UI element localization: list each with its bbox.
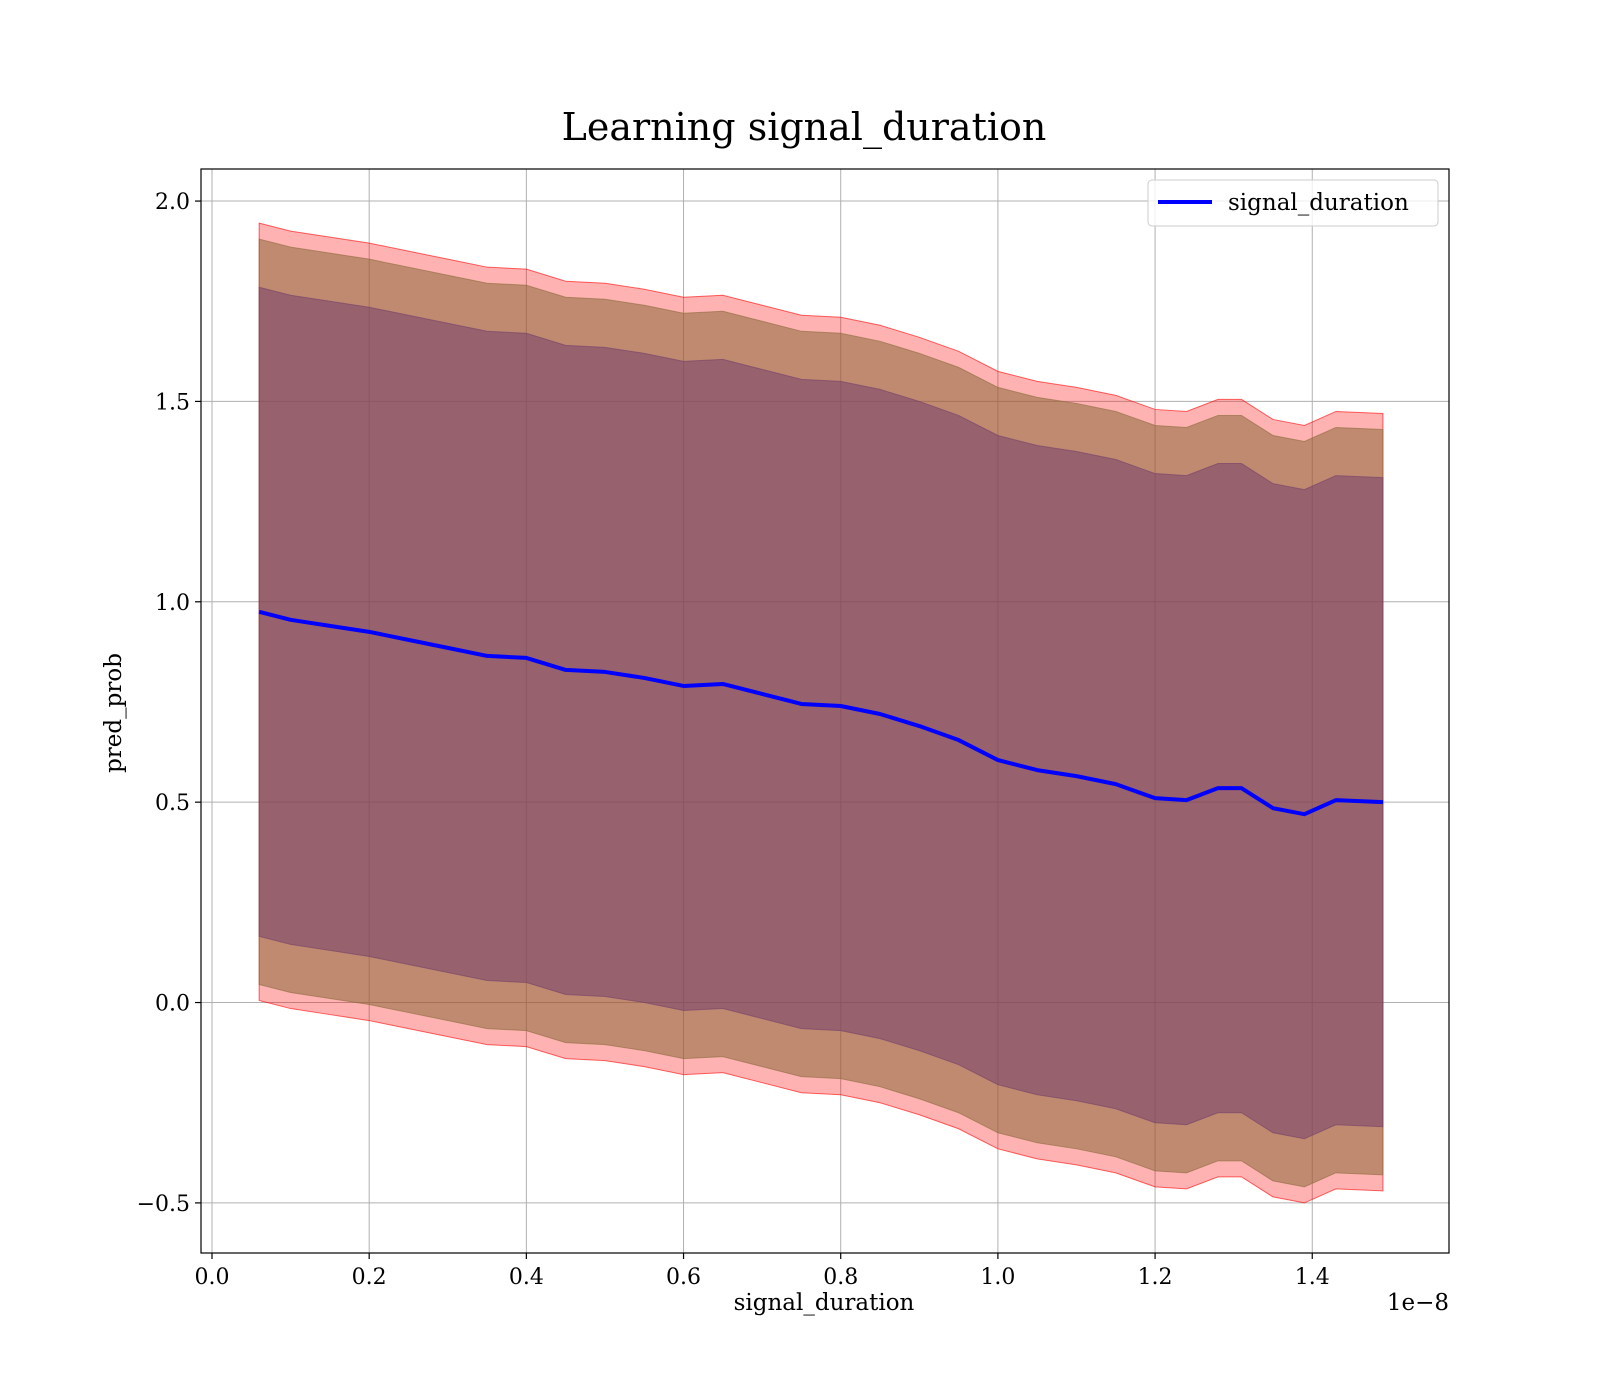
series-lines bbox=[258, 609, 1384, 817]
y-tick-label: 2.0 bbox=[155, 190, 190, 215]
confidence-band-2 bbox=[258, 286, 1384, 1140]
y-axis-label: pred_prob bbox=[101, 653, 127, 773]
x-tick-label: 0.4 bbox=[509, 1265, 544, 1290]
x-tick-label: 0.0 bbox=[195, 1265, 230, 1290]
series-line-signal_duration bbox=[258, 609, 1384, 817]
confidence-bands bbox=[258, 222, 1384, 1204]
x-tick-label: 0.6 bbox=[666, 1265, 701, 1290]
x-tick-label: 0.8 bbox=[823, 1265, 858, 1290]
y-tick-label: −0.5 bbox=[137, 1192, 190, 1217]
legend-box bbox=[1147, 179, 1439, 227]
x-tick-label: 1.2 bbox=[1138, 1265, 1173, 1290]
y-axis-ticks: −0.5 0.0 0.5 1.0 1.5 2.0 bbox=[137, 190, 201, 1217]
y-tick-label: 1.5 bbox=[155, 390, 190, 415]
chart-title: Learning signal_duration bbox=[562, 105, 1047, 150]
y-tick-label: 0.5 bbox=[155, 791, 190, 816]
x-axis-label: signal_duration bbox=[734, 1290, 915, 1316]
x-tick-label: 0.2 bbox=[352, 1265, 387, 1290]
plot-frame bbox=[200, 168, 1450, 1254]
y-tick-label: 0.0 bbox=[155, 992, 190, 1017]
x-axis-offset-text: 1e−8 bbox=[1387, 1290, 1449, 1316]
y-tick-label: 1.0 bbox=[155, 591, 190, 616]
x-tick-label: 1.4 bbox=[1295, 1265, 1330, 1290]
legend: signal_duration bbox=[1147, 179, 1439, 227]
x-axis-ticks: 0.0 0.2 0.4 0.6 0.8 1.0 1.2 1.4 bbox=[195, 1253, 1330, 1290]
x-tick-label: 1.0 bbox=[980, 1265, 1015, 1290]
legend-label: signal_duration bbox=[1228, 190, 1409, 216]
